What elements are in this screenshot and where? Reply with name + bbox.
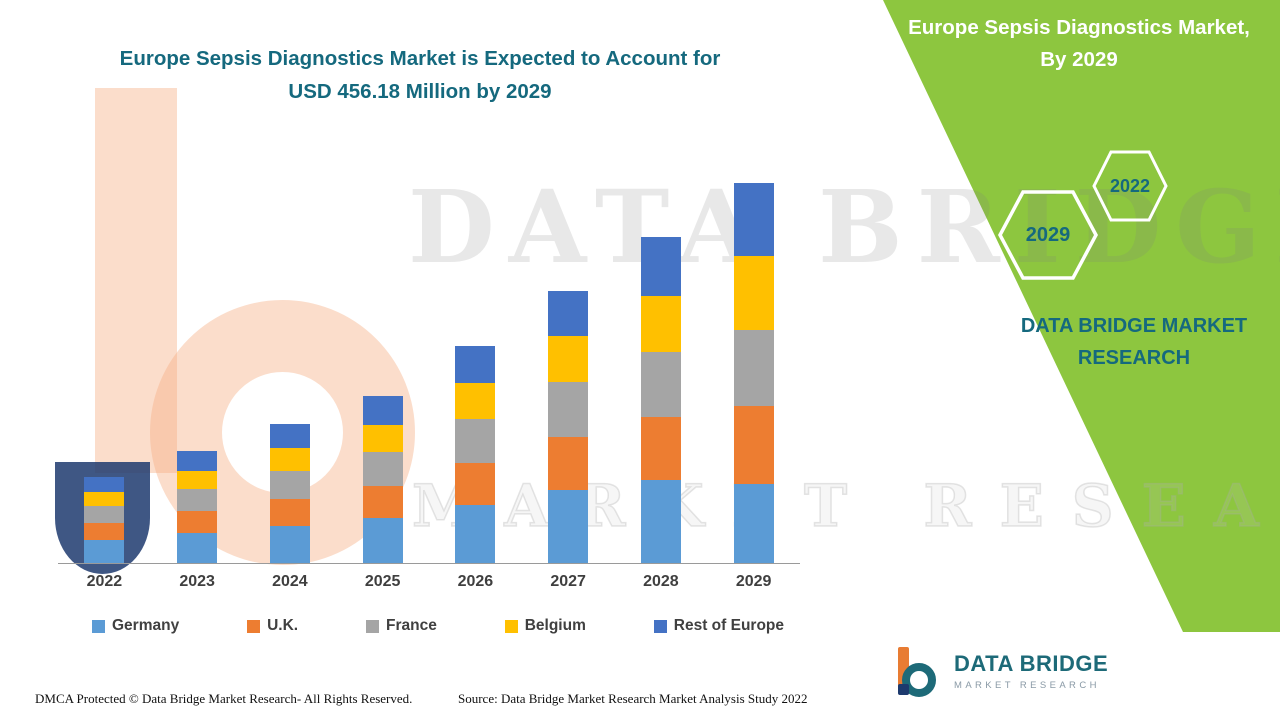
legend-swatch-icon <box>504 619 518 633</box>
legend-item-germany: Germany <box>92 617 179 635</box>
segment-u-k--2025 <box>362 485 403 519</box>
legend-item-belgium: Belgium <box>504 617 586 635</box>
side-panel-brand-line1: DATA BRIDGE MARKET <box>1020 315 1248 337</box>
segment-france-2027 <box>548 382 589 438</box>
segment-u-k--2023 <box>177 511 218 534</box>
legend-swatch-icon <box>653 619 667 633</box>
segment-u-k--2024 <box>269 498 310 526</box>
segment-u-k--2026 <box>455 463 496 505</box>
legend-item-rest-of-europe: Rest of Europe <box>653 617 784 635</box>
logo-sub-text: MARKET RESEARCH <box>954 680 1100 691</box>
logo-name-text: DATA BRIDGE <box>954 651 1109 676</box>
year-badge-2029: 2029 <box>998 190 1098 280</box>
segment-france-2029 <box>733 329 774 407</box>
side-panel-heading-line2: By 2029 <box>1040 47 1118 71</box>
data-bridge-logo-text: DATA BRIDGE MARKET RESEARCH <box>954 651 1108 691</box>
legend-item-france: France <box>365 617 437 635</box>
segment-u-k--2022 <box>84 523 125 540</box>
side-panel-brand-text: DATA BRIDGE MARKET RESEARCH <box>1008 310 1260 374</box>
x-axis-label-2027: 2027 <box>550 573 586 590</box>
bar-2025 <box>362 183 403 563</box>
segment-belgium-2026 <box>455 383 496 419</box>
segment-rest-of-europe-2022 <box>84 477 125 493</box>
x-axis-label-2022: 2022 <box>86 573 123 590</box>
segment-belgium-2027 <box>548 336 589 383</box>
data-bridge-logo: DATA BRIDGE MARKET RESEARCH <box>886 642 1108 700</box>
segment-germany-2027 <box>548 489 589 563</box>
segment-france-2024 <box>269 470 310 499</box>
year-badge-2022-label: 2022 <box>1109 175 1151 196</box>
stacked-bar-chart-plot <box>58 183 800 564</box>
segment-belgium-2028 <box>640 295 681 353</box>
x-axis-label-2024: 2024 <box>272 573 308 590</box>
segment-u-k--2029 <box>733 406 774 484</box>
legend-label: Belgium <box>524 617 586 634</box>
segment-u-k--2027 <box>548 437 589 490</box>
segment-germany-2024 <box>269 525 310 563</box>
segment-belgium-2022 <box>84 492 125 506</box>
side-panel-brand-line2: RESEARCH <box>1077 347 1191 369</box>
segment-belgium-2024 <box>269 448 310 471</box>
bar-2026 <box>455 183 496 563</box>
segment-france-2026 <box>455 418 496 464</box>
segment-belgium-2025 <box>362 424 403 453</box>
x-axis-label-2028: 2028 <box>643 573 679 590</box>
chart-title-line1: Europe Sepsis Diagnostics Market is Expe… <box>119 47 721 70</box>
segment-france-2023 <box>177 488 218 512</box>
legend-swatch-icon <box>92 619 105 633</box>
legend-swatch-icon <box>247 619 261 633</box>
x-axis-label-2025: 2025 <box>364 573 401 590</box>
x-axis-label-2023: 2023 <box>179 573 215 590</box>
bar-2028 <box>640 183 681 563</box>
segment-rest-of-europe-2025 <box>362 396 403 425</box>
bar-2022 <box>84 183 125 563</box>
source-note: Source: Data Bridge Market Research Mark… <box>458 691 808 706</box>
hexagon-outline-icon <box>1092 150 1168 222</box>
segment-germany-2026 <box>455 504 496 563</box>
chart-title-line2: USD 456.18 Million by 2029 <box>288 80 552 104</box>
segment-u-k--2028 <box>640 417 681 480</box>
segment-rest-of-europe-2026 <box>455 346 496 384</box>
segment-rest-of-europe-2028 <box>640 237 681 296</box>
segment-belgium-2029 <box>733 256 774 330</box>
legend-label: Rest of Europe <box>673 617 784 634</box>
legend-label: U.K. <box>267 617 299 634</box>
x-axis-label-2026: 2026 <box>457 573 494 590</box>
data-bridge-logo-icon <box>898 647 936 697</box>
chart-legend: Germany U.K. France Belgium Rest of Europe <box>92 617 784 635</box>
segment-france-2028 <box>640 352 681 418</box>
bar-2023 <box>177 183 218 563</box>
footer-strip: DATA BRIDGE MARKET RESEARCH DMCA Protect… <box>0 642 1280 720</box>
side-panel-heading-line1: Europe Sepsis Diagnostics Market, <box>908 16 1250 39</box>
legend-label: Germany <box>112 617 180 634</box>
segment-rest-of-europe-2024 <box>269 423 310 449</box>
segment-france-2025 <box>362 452 403 486</box>
bar-2029 <box>733 183 774 563</box>
segment-france-2022 <box>84 505 125 524</box>
segment-germany-2022 <box>84 539 125 563</box>
x-axis-labels: 2022 2023 2024 2025 2026 2027 2028 2029 <box>58 573 800 591</box>
chart-title: Europe Sepsis Diagnostics Market is Expe… <box>80 42 760 108</box>
segment-germany-2023 <box>177 533 218 563</box>
segment-germany-2025 <box>362 518 403 563</box>
segment-rest-of-europe-2027 <box>548 290 589 337</box>
hexagon-outline-icon <box>998 190 1098 280</box>
segment-germany-2028 <box>640 479 681 563</box>
year-badge-2022: 2022 <box>1092 150 1168 222</box>
segment-germany-2029 <box>733 483 774 563</box>
x-axis-label-2029: 2029 <box>735 573 772 590</box>
bar-2024 <box>269 183 310 563</box>
watermark-text-data-bridge: DATA BRIDGE <box>408 168 1280 286</box>
dmca-notice: DMCA Protected © Data Bridge Market Rese… <box>35 691 413 706</box>
segment-belgium-2023 <box>177 470 218 489</box>
legend-item-u-k-: U.K. <box>247 617 298 635</box>
bar-2027 <box>548 183 589 563</box>
year-badge-2029-label: 2029 <box>1025 223 1071 246</box>
side-panel-heading: Europe Sepsis Diagnostics Market, By 202… <box>890 12 1268 76</box>
segment-rest-of-europe-2029 <box>733 183 774 257</box>
legend-swatch-icon <box>365 619 379 633</box>
legend-label: France <box>385 617 437 634</box>
segment-rest-of-europe-2023 <box>177 451 218 471</box>
